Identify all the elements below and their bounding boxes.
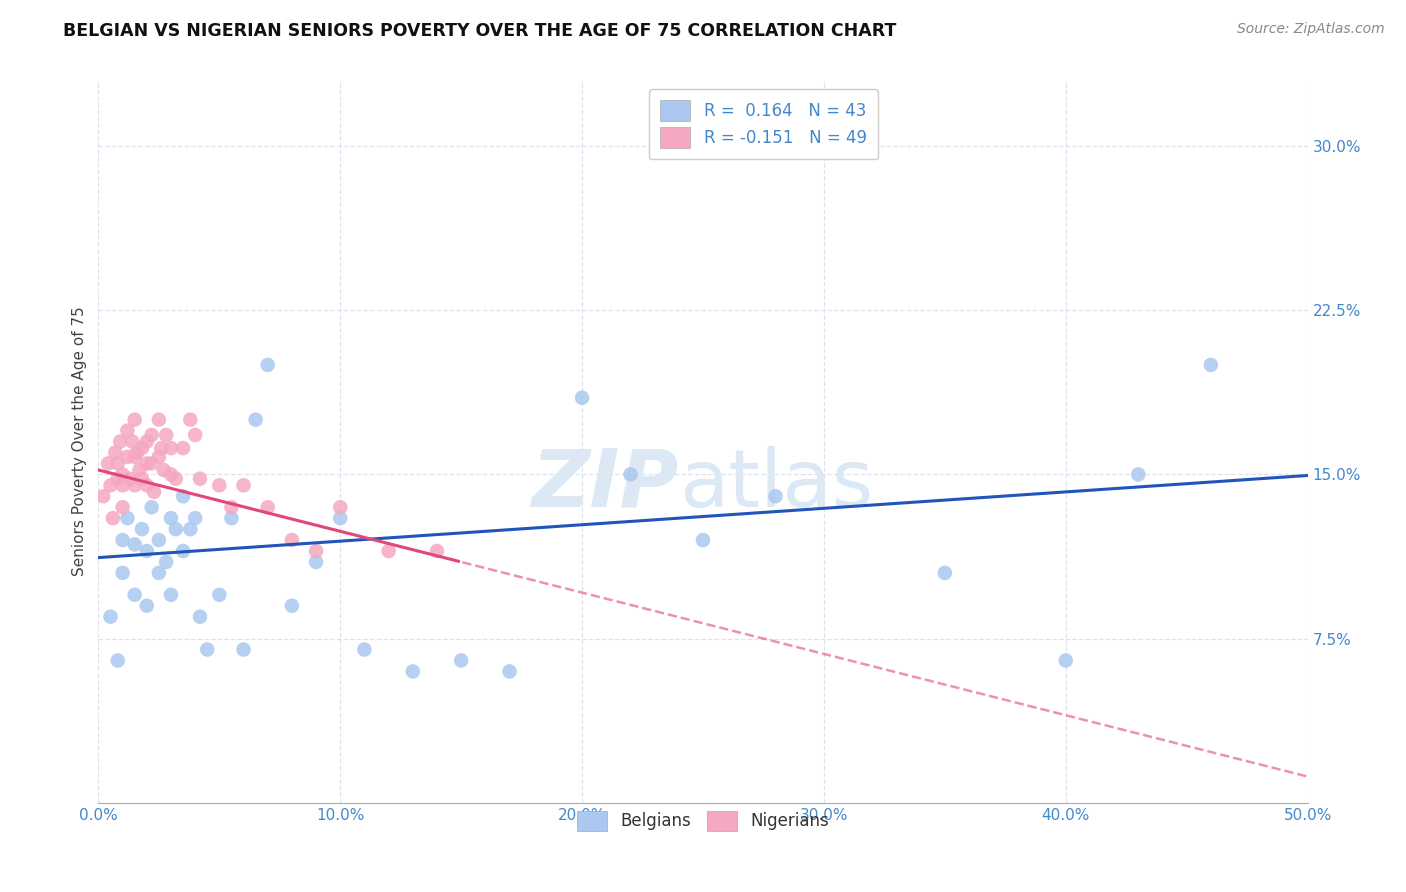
Point (118, 472, 141, 486)
Point (188, 472, 211, 486)
Point (135, 544, 157, 558)
Point (155, 428, 177, 442)
Point (160, 441, 183, 455)
Point (619, 467, 641, 482)
Point (165, 522, 187, 536)
Point (329, 511, 352, 525)
Point (100, 609, 122, 624)
Point (426, 544, 449, 558)
Point (111, 533, 134, 547)
Point (121, 434, 143, 449)
Point (934, 566, 956, 580)
Point (184, 428, 207, 442)
Point (97, 457, 120, 471)
Y-axis label: Seniors Poverty Over the Age of 75: Seniors Poverty Over the Age of 75 (72, 307, 87, 576)
Text: atlas: atlas (679, 446, 873, 524)
Point (107, 653, 129, 667)
Point (150, 441, 173, 455)
Point (101, 511, 124, 525)
Point (692, 533, 714, 547)
Point (135, 599, 157, 613)
Point (256, 500, 278, 515)
Point (135, 434, 157, 449)
Point (100, 478, 122, 492)
Point (124, 412, 146, 426)
Point (353, 642, 375, 657)
Point (232, 478, 254, 492)
Point (172, 544, 194, 558)
Point (117, 450, 139, 464)
Point (195, 642, 218, 657)
Point (141, 428, 163, 442)
Point (124, 478, 146, 492)
Point (165, 472, 187, 486)
Point (179, 412, 201, 426)
Point (152, 463, 174, 477)
Point (245, 412, 267, 426)
Point (160, 511, 183, 525)
Point (184, 511, 207, 525)
Point (402, 665, 425, 679)
Point (498, 665, 520, 679)
Point (128, 463, 150, 477)
Point (208, 588, 231, 602)
Point (111, 467, 134, 482)
Point (111, 478, 134, 492)
Point (131, 522, 153, 536)
Point (108, 434, 131, 449)
Point (148, 566, 170, 580)
Point (188, 609, 211, 624)
Point (765, 489, 787, 503)
Text: Source: ZipAtlas.com: Source: ZipAtlas.com (1237, 22, 1385, 37)
Point (305, 544, 328, 558)
Point (141, 457, 163, 471)
Point (281, 533, 304, 547)
Point (232, 642, 254, 657)
Point (131, 441, 153, 455)
Point (571, 391, 593, 405)
Point (329, 500, 352, 515)
Point (141, 500, 163, 515)
Point (104, 445, 127, 459)
Point (172, 441, 194, 455)
Point (91, 489, 114, 503)
Point (131, 472, 153, 486)
Point (111, 500, 134, 515)
Point (208, 478, 231, 492)
Point (1054, 653, 1077, 667)
Point (377, 544, 399, 558)
Point (160, 467, 183, 482)
Text: BELGIAN VS NIGERIAN SENIORS POVERTY OVER THE AGE OF 75 CORRELATION CHART: BELGIAN VS NIGERIAN SENIORS POVERTY OVER… (63, 22, 897, 40)
Point (117, 511, 139, 525)
Point (256, 358, 278, 372)
Point (148, 450, 170, 464)
Legend: Belgians, Nigerians: Belgians, Nigerians (569, 805, 837, 838)
Point (281, 599, 304, 613)
Point (160, 588, 183, 602)
Point (124, 450, 146, 464)
Point (1128, 467, 1150, 482)
Point (172, 489, 194, 503)
Point (124, 588, 146, 602)
Point (221, 511, 243, 525)
Point (148, 533, 170, 547)
Point (127, 445, 149, 459)
Point (135, 457, 157, 471)
Point (179, 522, 201, 536)
Point (450, 653, 472, 667)
Text: ZIP: ZIP (531, 446, 679, 524)
Point (111, 566, 134, 580)
Point (148, 412, 170, 426)
Point (107, 472, 129, 486)
Point (117, 424, 139, 438)
Point (155, 555, 177, 569)
Point (1199, 358, 1222, 372)
Point (124, 537, 146, 551)
Point (107, 457, 129, 471)
Point (143, 484, 166, 499)
Point (135, 478, 157, 492)
Point (221, 500, 243, 515)
Point (305, 555, 328, 569)
